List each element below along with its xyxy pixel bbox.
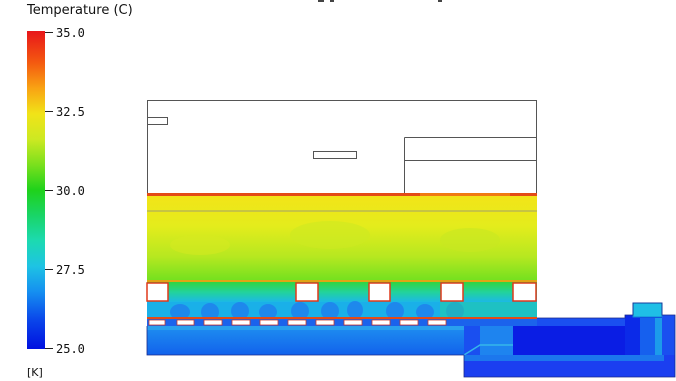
- duct-transition: [480, 326, 513, 356]
- legend-tick-label: 27.5: [56, 263, 85, 277]
- lower-plenum-top-edge: [147, 326, 464, 330]
- cool-plumes: [170, 301, 464, 321]
- duct-riser-wall: [655, 318, 662, 355]
- legend-tick-label-max: 35.0: [56, 26, 85, 40]
- legend-tick-mark: [45, 190, 53, 191]
- lower-plenum: [147, 326, 464, 355]
- legend-title: Temperature (C): [27, 3, 133, 18]
- legend-tick-mark: [45, 32, 53, 33]
- hot-ceiling-band: [147, 193, 537, 196]
- warm-zone-boundary: [147, 280, 537, 282]
- obstacle-blocks: [146, 282, 537, 302]
- warm-zone-eddy: [440, 228, 500, 252]
- floor-hot-line: [147, 317, 537, 319]
- duct-return-band: [464, 355, 664, 361]
- cropped-title-fragment: [318, 0, 442, 2]
- legend-tick-label: 32.5: [56, 105, 85, 119]
- legend-tick-label-min: 25.0: [56, 342, 85, 356]
- warm-zone-eddy: [290, 221, 370, 249]
- duct-flow-line: [463, 344, 513, 356]
- warm-zone-eddy: [170, 235, 230, 255]
- slotted-floor: [147, 319, 537, 326]
- legend-tick-mark: [45, 269, 53, 270]
- legend-tick-mark: [45, 348, 53, 349]
- floor-slots: [148, 319, 447, 326]
- mid-zone: [147, 282, 537, 302]
- color-scale-bar: [27, 31, 45, 349]
- legend-tick-mark: [45, 111, 53, 112]
- legend-tick-label: 30.0: [56, 184, 85, 198]
- mid-right-patch: [440, 302, 537, 318]
- legend-unit-label: [K]: [27, 366, 43, 379]
- duct-core: [513, 326, 625, 355]
- duct-riser-inner: [640, 318, 655, 355]
- hot-ceiling-spot: [420, 193, 510, 197]
- upper-room-outline: [147, 100, 537, 195]
- duct-outlet: [632, 302, 663, 318]
- domain-outline: [146, 302, 676, 378]
